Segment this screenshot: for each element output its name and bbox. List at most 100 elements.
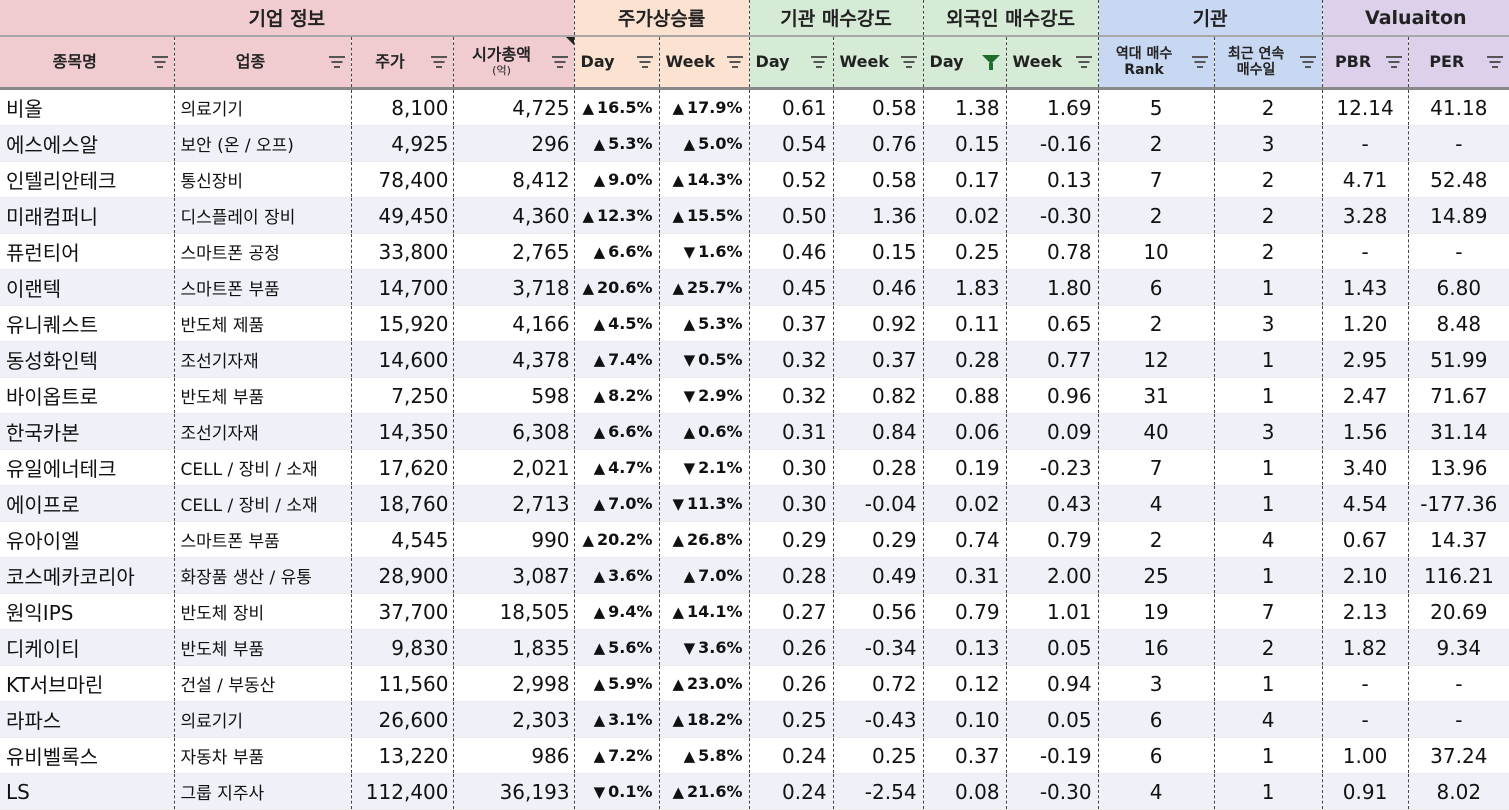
cell-price-week[interactable]: ▲ 14.1% xyxy=(659,593,750,630)
cell-pbr[interactable]: 3.40 xyxy=(1322,449,1409,486)
cell-industry[interactable]: 조선기자재 xyxy=(174,413,352,450)
cell-pbr[interactable]: 3.28 xyxy=(1322,197,1409,234)
cell-industry[interactable]: 건설 / 부동산 xyxy=(174,665,352,702)
cell-inst-week[interactable]: 0.72 xyxy=(833,665,924,702)
cell-industry[interactable]: 반도체 부품 xyxy=(174,629,352,666)
table-row[interactable]: 바이옵트로 반도체 부품 7,250 598 ▲ 8.2% ▼ 2.9% 0.32 0.82 0.8… xyxy=(0,377,1509,414)
cell-price-day[interactable]: ▲ 5.6% xyxy=(574,629,660,666)
cell-per[interactable]: 14.89 xyxy=(1408,197,1509,234)
cell-price-week[interactable]: ▼ 3.6% xyxy=(659,629,750,666)
col-header-consecutive-days[interactable]: 최근 연속 매수일 xyxy=(1214,36,1323,90)
cell-consecutive-days[interactable]: 2 xyxy=(1214,88,1323,126)
cell-price-day[interactable]: ▲ 6.6% xyxy=(574,413,660,450)
cell-price-day[interactable]: ▲ 3.6% xyxy=(574,557,660,594)
cell-pbr[interactable]: 4.71 xyxy=(1322,161,1409,198)
cell-pbr[interactable]: 0.67 xyxy=(1322,521,1409,558)
cell-rank[interactable]: 4 xyxy=(1098,773,1215,810)
cell-inst-week[interactable]: 0.92 xyxy=(833,305,924,342)
col-header-foreign-week[interactable]: Week xyxy=(1006,36,1099,90)
cell-inst-day[interactable]: 0.24 xyxy=(749,773,834,810)
cell-inst-day[interactable]: 0.54 xyxy=(749,125,834,162)
cell-rank[interactable]: 16 xyxy=(1098,629,1215,666)
cell-inst-day[interactable]: 0.26 xyxy=(749,665,834,702)
cell-per[interactable]: 9.34 xyxy=(1408,629,1509,666)
cell-market-cap[interactable]: 990 xyxy=(453,521,575,558)
table-row[interactable]: 미래컴퍼니 디스플레이 장비 49,450 4,360 ▲ 12.3% ▲ 15.5% 0.50… xyxy=(0,197,1509,234)
col-header-per[interactable]: PER xyxy=(1408,36,1509,90)
cell-consecutive-days[interactable]: 1 xyxy=(1214,341,1323,378)
cell-price-week[interactable]: ▲ 5.0% xyxy=(659,125,750,162)
cell-foreign-week[interactable]: 0.94 xyxy=(1006,665,1099,702)
cell-market-cap[interactable]: 986 xyxy=(453,737,575,774)
cell-consecutive-days[interactable]: 3 xyxy=(1214,125,1323,162)
cell-price[interactable]: 9,830 xyxy=(351,629,454,666)
active-filter-icon[interactable] xyxy=(981,55,1000,64)
cell-per[interactable]: 20.69 xyxy=(1408,593,1509,630)
cell-rank[interactable]: 4 xyxy=(1098,485,1215,522)
table-row[interactable]: LS 그룹 지주사 112,400 36,193 ▼ 0.1% ▲ 21.6% 0.24 -2.5… xyxy=(0,773,1509,810)
col-header-market-cap[interactable]: 시가총액 (억) xyxy=(453,36,575,90)
cell-foreign-day[interactable]: 0.02 xyxy=(923,197,1007,234)
cell-foreign-week[interactable]: -0.30 xyxy=(1006,773,1099,810)
cell-inst-week[interactable]: 0.58 xyxy=(833,161,924,198)
cell-inst-day[interactable]: 0.32 xyxy=(749,377,834,414)
cell-per[interactable]: 71.67 xyxy=(1408,377,1509,414)
cell-per[interactable]: 41.18 xyxy=(1408,88,1509,126)
cell-per[interactable]: - xyxy=(1408,233,1509,270)
table-row[interactable]: 퓨런티어 스마트폰 공정 33,800 2,765 ▲ 6.6% ▼ 1.6% 0.46 0.15… xyxy=(0,233,1509,270)
cell-name[interactable]: 원익IPS xyxy=(0,593,175,630)
cell-name[interactable]: 인텔리안테크 xyxy=(0,161,175,198)
cell-price-week[interactable]: ▲ 25.7% xyxy=(659,269,750,306)
table-row[interactable]: 인텔리안테크 통신장비 78,400 8,412 ▲ 9.0% ▲ 14.3% 0.52 0.58… xyxy=(0,161,1509,198)
cell-price-week[interactable]: ▼ 2.9% xyxy=(659,377,750,414)
cell-industry[interactable]: 화장품 생산 / 유통 xyxy=(174,557,352,594)
cell-price-week[interactable]: ▼ 2.1% xyxy=(659,449,750,486)
table-row[interactable]: 원익IPS 반도체 장비 37,700 18,505 ▲ 9.4% ▲ 14.1% 0.27 0.… xyxy=(0,593,1509,630)
cell-foreign-week[interactable]: 0.13 xyxy=(1006,161,1099,198)
cell-price[interactable]: 28,900 xyxy=(351,557,454,594)
cell-industry[interactable]: 반도체 부품 xyxy=(174,377,352,414)
cell-name[interactable]: KT서브마린 xyxy=(0,665,175,702)
cell-rank[interactable]: 2 xyxy=(1098,521,1215,558)
cell-industry[interactable]: 반도체 제품 xyxy=(174,305,352,342)
cell-industry[interactable]: CELL / 장비 / 소재 xyxy=(174,449,352,486)
cell-price-day[interactable]: ▲ 5.3% xyxy=(574,125,660,162)
cell-pbr[interactable]: 1.20 xyxy=(1322,305,1409,342)
cell-consecutive-days[interactable]: 1 xyxy=(1214,557,1323,594)
table-row[interactable]: 디케이티 반도체 부품 9,830 1,835 ▲ 5.6% ▼ 3.6% 0.26 -0.34 0… xyxy=(0,629,1509,666)
cell-inst-week[interactable]: 0.28 xyxy=(833,449,924,486)
cell-foreign-week[interactable]: 0.05 xyxy=(1006,629,1099,666)
col-header-price-week[interactable]: Week xyxy=(659,36,750,90)
cell-name[interactable]: 미래컴퍼니 xyxy=(0,197,175,234)
cell-price-week[interactable]: ▲ 15.5% xyxy=(659,197,750,234)
cell-industry[interactable]: 보안 (온 / 오프) xyxy=(174,125,352,162)
cell-consecutive-days[interactable]: 1 xyxy=(1214,485,1323,522)
cell-price-day[interactable]: ▲ 12.3% xyxy=(574,197,660,234)
filter-icon[interactable] xyxy=(900,54,918,70)
cell-rank[interactable]: 2 xyxy=(1098,197,1215,234)
cell-per[interactable]: - xyxy=(1408,125,1509,162)
table-row[interactable]: 한국카본 조선기자재 14,350 6,308 ▲ 6.6% ▲ 0.6% 0.31 0.84 0.… xyxy=(0,413,1509,450)
cell-inst-week[interactable]: 0.82 xyxy=(833,377,924,414)
cell-inst-day[interactable]: 0.25 xyxy=(749,701,834,738)
cell-market-cap[interactable]: 598 xyxy=(453,377,575,414)
cell-foreign-day[interactable]: 0.25 xyxy=(923,233,1007,270)
cell-foreign-day[interactable]: 0.79 xyxy=(923,593,1007,630)
cell-inst-week[interactable]: 0.15 xyxy=(833,233,924,270)
cell-foreign-day[interactable]: 1.83 xyxy=(923,269,1007,306)
cell-price[interactable]: 17,620 xyxy=(351,449,454,486)
cell-foreign-week[interactable]: 1.80 xyxy=(1006,269,1099,306)
cell-market-cap[interactable]: 4,360 xyxy=(453,197,575,234)
cell-name[interactable]: 유아이엘 xyxy=(0,521,175,558)
cell-foreign-day[interactable]: 0.08 xyxy=(923,773,1007,810)
cell-market-cap[interactable]: 3,718 xyxy=(453,269,575,306)
cell-foreign-day[interactable]: 0.15 xyxy=(923,125,1007,162)
cell-inst-day[interactable]: 0.30 xyxy=(749,449,834,486)
cell-per[interactable]: 14.37 xyxy=(1408,521,1509,558)
cell-price[interactable]: 14,700 xyxy=(351,269,454,306)
cell-price-week[interactable]: ▲ 5.8% xyxy=(659,737,750,774)
cell-name[interactable]: 유일에너테크 xyxy=(0,449,175,486)
cell-inst-week[interactable]: 0.56 xyxy=(833,593,924,630)
cell-price[interactable]: 26,600 xyxy=(351,701,454,738)
table-row[interactable]: 라파스 의료기기 26,600 2,303 ▲ 3.1% ▲ 18.2% 0.25 -0.43 0.… xyxy=(0,701,1509,738)
